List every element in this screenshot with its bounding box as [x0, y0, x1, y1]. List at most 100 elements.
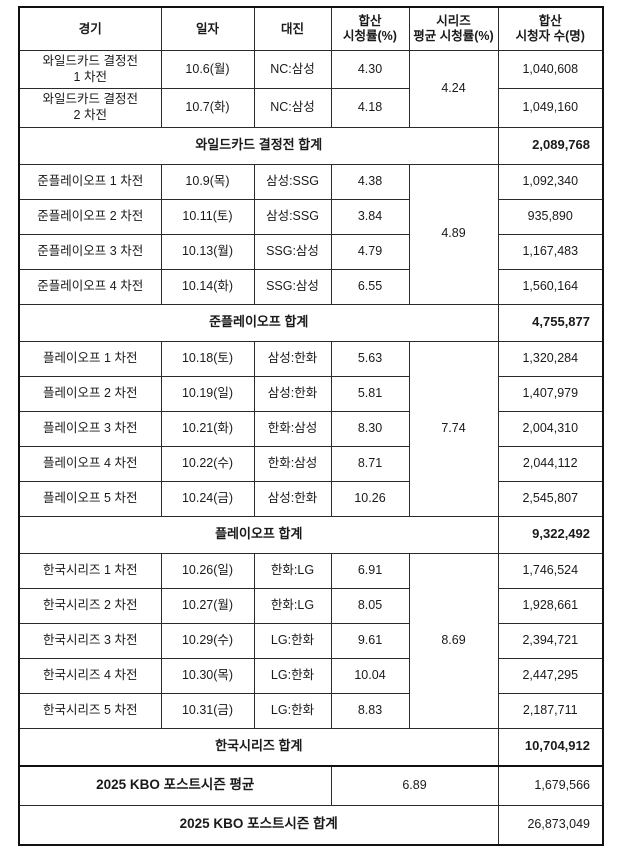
cell-matchup: NC:삼성	[253, 88, 332, 128]
section-total-label: 준플레이오프 합계	[18, 303, 499, 342]
section-total-viewers: 10,704,912	[497, 727, 604, 766]
cell-game-name: 준플레이오프 3 차전	[18, 233, 162, 270]
cell-date: 10.21(화)	[160, 410, 255, 447]
cell-game-name: 준플레이오프 4 차전	[18, 268, 162, 305]
cell-date: 10.6(월)	[160, 49, 255, 90]
cell-date: 10.7(화)	[160, 88, 255, 128]
cell-date: 10.24(금)	[160, 480, 255, 517]
cell-matchup: 삼성:SSG	[253, 198, 332, 235]
cell-date: 10.29(수)	[160, 622, 255, 659]
cell-rating: 8.71	[330, 445, 410, 482]
cell-matchup: SSG:삼성	[253, 233, 332, 270]
column-header-date-line1: 일자	[195, 21, 219, 36]
cell-viewers: 1,928,661	[497, 587, 604, 624]
cell-rating: 8.30	[330, 410, 410, 447]
cell-date: 10.19(일)	[160, 375, 255, 412]
cell-rating: 4.38	[330, 163, 410, 200]
cell-game-name: 한국시리즈 3 차전	[18, 622, 162, 659]
column-header-game: 경기	[18, 6, 162, 51]
cell-viewers: 2,004,310	[497, 410, 604, 447]
cell-series-average: 4.24	[408, 50, 499, 128]
cell-rating: 4.79	[330, 233, 410, 270]
cell-date: 10.11(토)	[160, 198, 255, 235]
cell-matchup: 삼성:한화	[253, 480, 332, 517]
section-total-viewers: 4,755,877	[497, 303, 604, 342]
game-name-line1: 와일드카드 결정전	[42, 92, 138, 107]
cell-rating: 5.63	[330, 340, 410, 377]
section-total-row: 준플레이오프 합계 4,755,877	[18, 303, 604, 342]
cell-matchup: 삼성:한화	[253, 340, 332, 377]
cell-rating: 8.83	[330, 692, 410, 729]
cell-date: 10.18(토)	[160, 340, 255, 377]
cell-matchup: 한화:LG	[253, 552, 332, 589]
cell-matchup: 삼성:한화	[253, 375, 332, 412]
column-header-series-average: 시리즈 평균 시청률(%)	[408, 6, 499, 51]
cell-matchup: 한화:삼성	[253, 410, 332, 447]
cell-game-name: 플레이오프 4 차전	[18, 445, 162, 482]
table-row: 한국시리즈 2 차전 10.27(월) 한화:LG 8.05 1,928,661	[18, 587, 604, 624]
cell-date: 10.13(월)	[160, 233, 255, 270]
game-name-line2: 1 차전	[73, 69, 107, 84]
cell-rating: 9.61	[330, 622, 410, 659]
column-header-viewers-line1: 합산	[538, 14, 562, 28]
cell-game-name: 플레이오프 3 차전	[18, 410, 162, 447]
cell-viewers: 1,320,284	[497, 340, 604, 377]
cell-viewers: 2,447,295	[497, 657, 604, 694]
table-row: 준플레이오프 4 차전 10.14(화) SSG:삼성 6.55 1,560,164	[18, 268, 604, 305]
table-row: 준플레이오프 1 차전 10.9(목) 삼성:SSG 4.38 4.89 1,092,34…	[18, 163, 604, 305]
table-header: 경기 일자 대진 합산 시청률(%) 시리즈 평균 시청률(%) 합산	[18, 6, 604, 51]
postseason-average-rating: 6.89	[330, 764, 499, 806]
column-header-viewers-line2: 시청자 수(명)	[515, 29, 585, 43]
table-row: 한국시리즈 5 차전 10.31(금) LG:한화 8.83 2,187,711	[18, 692, 604, 729]
table-row: 플레이오프 4 차전 10.22(수) 한화:삼성 8.71 2,044,112	[18, 445, 604, 482]
section-total-label: 와일드카드 결정전 합계	[18, 126, 499, 165]
column-header-match-line1: 대진	[280, 21, 304, 36]
column-header-rating: 합산 시청률(%)	[330, 6, 410, 51]
table-row: 와일드카드 결정전 2 차전 10.7(화) NC:삼성 4.18 1,049,160	[18, 88, 604, 128]
column-header-rating-line2: 시청률(%)	[343, 29, 397, 43]
cell-viewers: 935,890	[497, 198, 604, 235]
cell-series-average: 4.89	[408, 163, 499, 305]
kbo-postseason-viewership-table: 경기 일자 대진 합산 시청률(%) 시리즈 평균 시청률(%) 합산	[18, 6, 604, 846]
cell-rating: 6.55	[330, 268, 410, 305]
table-row: 플레이오프 1 차전 10.18(토) 삼성:한화 5.63 7.74 1,320,284	[18, 340, 604, 517]
cell-game-name: 플레이오프 2 차전	[18, 375, 162, 412]
cell-date: 10.9(목)	[160, 163, 255, 200]
cell-matchup: NC:삼성	[253, 49, 332, 90]
postseason-average-row: 2025 KBO 포스트시즌 평균 6.89 1,679,566	[18, 764, 604, 806]
cell-date: 10.27(월)	[160, 587, 255, 624]
cell-viewers: 1,049,160	[497, 88, 604, 128]
postseason-grand-total-row: 2025 KBO 포스트시즌 합계 26,873,049	[18, 804, 604, 845]
cell-viewers: 1,092,340	[497, 163, 604, 200]
cell-viewers: 2,545,807	[497, 480, 604, 517]
section-total-label: 한국시리즈 합계	[18, 727, 499, 766]
cell-game-name: 플레이오프 1 차전	[18, 340, 162, 377]
cell-viewers: 1,040,608	[497, 49, 604, 90]
game-name-line2: 2 차전	[73, 107, 107, 122]
cell-viewers: 1,167,483	[497, 233, 604, 270]
table-row: 와일드카드 결정전 1 차전 10.6(월) NC:삼성 4.30 4.24 1,040,6…	[18, 49, 604, 128]
table-row: 한국시리즈 3 차전 10.29(수) LG:한화 9.61 2,394,721	[18, 622, 604, 659]
cell-rating: 10.26	[330, 480, 410, 517]
cell-rating: 8.05	[330, 587, 410, 624]
cell-rating: 3.84	[330, 198, 410, 235]
cell-matchup: 삼성:SSG	[253, 163, 332, 200]
section-total-row: 플레이오프 합계 9,322,492	[18, 515, 604, 554]
cell-series-average: 8.69	[408, 552, 499, 729]
table-row: 플레이오프 2 차전 10.19(일) 삼성:한화 5.81 1,407,979	[18, 375, 604, 412]
column-header-series-average-line2: 평균 시청률(%)	[413, 29, 494, 43]
table-row: 한국시리즈 4 차전 10.30(목) LG:한화 10.04 2,447,295	[18, 657, 604, 694]
cell-game-name: 와일드카드 결정전 1 차전	[18, 49, 162, 90]
section-total-row: 와일드카드 결정전 합계 2,089,768	[18, 126, 604, 165]
cell-viewers: 1,407,979	[497, 375, 604, 412]
cell-viewers: 2,394,721	[497, 622, 604, 659]
cell-rating: 6.91	[330, 552, 410, 589]
column-header-date: 일자	[160, 6, 255, 51]
cell-rating: 4.18	[330, 88, 410, 128]
column-header-match: 대진	[253, 6, 332, 51]
postseason-grand-total-viewers: 26,873,049	[497, 804, 604, 845]
table-row: 준플레이오프 3 차전 10.13(월) SSG:삼성 4.79 1,167,483	[18, 233, 604, 270]
section-total-row: 한국시리즈 합계 10,704,912	[18, 727, 604, 766]
cell-rating: 10.04	[330, 657, 410, 694]
cell-matchup: LG:한화	[253, 657, 332, 694]
